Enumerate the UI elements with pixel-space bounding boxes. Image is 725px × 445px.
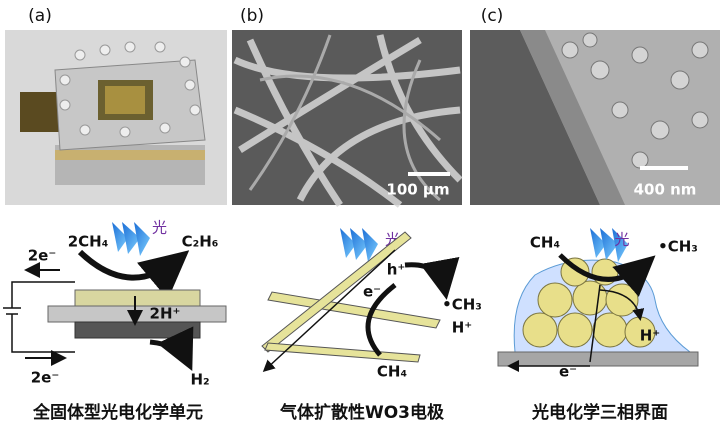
species: 2CH₄ — [68, 233, 109, 251]
caption: 全固体型光电化学单元 — [32, 402, 203, 423]
hole-label: h⁺ — [387, 261, 406, 279]
diagram-electrode: 光 e⁻ h⁺ •CH₃ H⁺ CH₄ 气体扩散性WO3电极 — [261, 228, 482, 423]
photo-sem-fibers: 100 μm — [232, 30, 463, 208]
panel-label: (b) — [240, 6, 264, 26]
species: •CH₃ — [658, 238, 698, 256]
species: CH₄ — [377, 363, 407, 381]
photo-sem-particles: 400 nm — [470, 30, 720, 205]
scale-bar-label: 400 nm — [634, 181, 697, 199]
caption: 光电化学三相界面 — [531, 402, 668, 423]
scale-bar-label: 100 μm — [386, 181, 449, 199]
diagram-cell: 光 2CH₄ C₂H₆ 2e⁻ 2H⁺ 2e⁻ H₂ 全固体型光电化学单元 — [3, 219, 227, 423]
species: H⁺ — [452, 319, 472, 337]
photo-device — [5, 30, 227, 205]
panel-label: (c) — [481, 6, 504, 26]
light-label: 光 — [152, 219, 167, 237]
electron-label: 2e⁻ — [31, 369, 60, 387]
electron-label: 2e⁻ — [28, 247, 57, 265]
diagram-interface: 光 CH₄ •CH₃ H⁺ e⁻ 光电化学三相界面 — [497, 228, 699, 423]
panel-label: (a) — [28, 6, 52, 26]
species: H₂ — [190, 371, 209, 389]
light-label: 光 — [614, 231, 629, 249]
caption: 气体扩散性WO3电极 — [279, 402, 444, 423]
species: •CH₃ — [442, 296, 482, 314]
proton-label: 2H⁺ — [150, 305, 181, 323]
electron-label: e⁻ — [559, 363, 577, 381]
species: C₂H₆ — [182, 233, 219, 251]
species: CH₄ — [530, 234, 560, 252]
species: H⁺ — [640, 327, 660, 345]
electron-label: e⁻ — [363, 283, 381, 301]
